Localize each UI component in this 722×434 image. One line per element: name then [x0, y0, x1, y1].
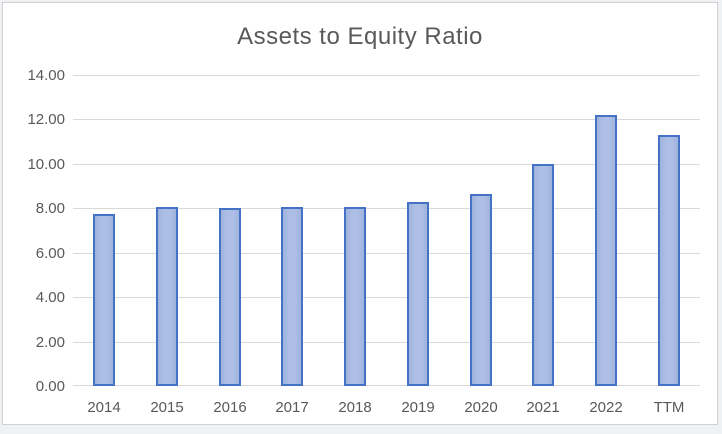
- gridline: [73, 119, 700, 121]
- x-tick-label-2015: 2015: [150, 399, 184, 416]
- bar-2021: [532, 164, 554, 386]
- gridline: [73, 163, 700, 165]
- x-tick-label-2022: 2022: [589, 399, 623, 416]
- bar-2020: [470, 194, 492, 386]
- bar-2017: [281, 207, 303, 386]
- bar-2016: [219, 208, 241, 386]
- y-tick-label: 2.00: [35, 333, 65, 351]
- chart-container: Assets to Equity Ratio 0.00 2.00 4.00 6.00 8…: [2, 2, 718, 425]
- bar-2022: [595, 115, 617, 386]
- y-tick-label: 12.00: [27, 111, 65, 129]
- y-tick-label: 0.00: [35, 378, 65, 395]
- x-tick-label-2020: 2020: [464, 399, 498, 416]
- y-tick-label: 4.00: [35, 289, 65, 307]
- x-tick-label-2018: 2018: [338, 399, 372, 416]
- gridline: [73, 252, 700, 254]
- gridline: [73, 75, 700, 76]
- x-tick-label-2014: 2014: [87, 399, 121, 416]
- x-tick-label-TTM: TTM: [653, 399, 685, 416]
- x-tick-label-2016: 2016: [213, 399, 247, 416]
- x-tick-label-2017: 2017: [275, 399, 309, 416]
- y-tick-label: 8.00: [35, 200, 65, 218]
- x-axis-line: [73, 385, 700, 386]
- x-tick-label-2019: 2019: [401, 399, 435, 416]
- bar-2014: [93, 214, 115, 386]
- y-tick-label: 6.00: [35, 244, 65, 262]
- x-tick-label-2021: 2021: [526, 399, 560, 416]
- chart-title: Assets to Equity Ratio: [237, 23, 483, 50]
- gridline: [73, 297, 700, 299]
- y-tick-label: 10.00: [27, 155, 65, 173]
- bar-TTM: [658, 135, 680, 386]
- bar-2018: [344, 207, 366, 386]
- gridline: [73, 341, 700, 343]
- bar-2019: [407, 202, 429, 386]
- y-tick-label: 14.00: [27, 67, 65, 84]
- bar-2015: [156, 207, 178, 386]
- plot-area: [73, 75, 700, 386]
- gridline: [73, 208, 700, 210]
